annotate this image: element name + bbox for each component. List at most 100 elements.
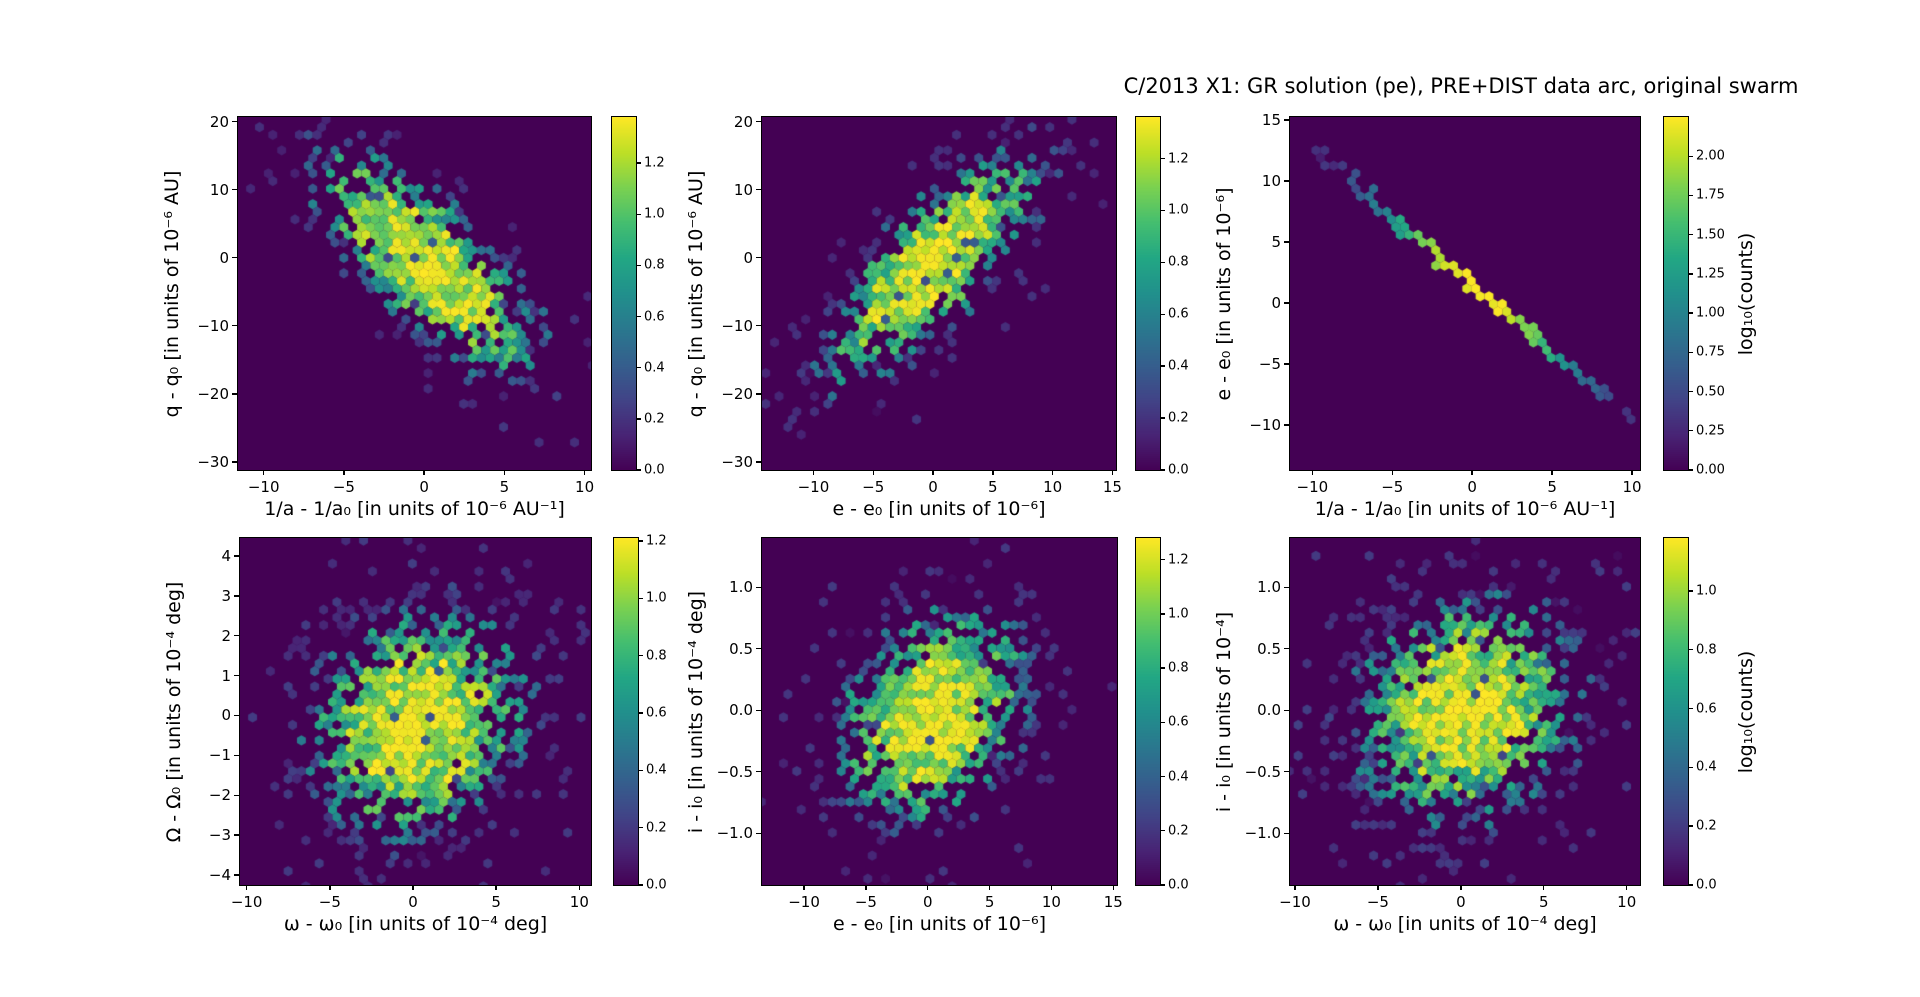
x-axis-label: e - e₀ [in units of 10⁻⁶]: [832, 913, 1047, 935]
x-tick-mark: [343, 470, 345, 475]
colorbar-tick-label: 0.4: [1168, 769, 1189, 785]
colorbar-tick-mark: [1160, 157, 1165, 160]
y-tick-mark: [756, 832, 761, 834]
x-tick-mark: [503, 470, 506, 475]
x-tick-label: −5: [1366, 893, 1389, 911]
y-tick-mark: [1284, 180, 1289, 182]
y-tick-mark: [232, 121, 237, 123]
colorbar-tick-label: 1.0: [1168, 202, 1189, 218]
y-tick-mark: [232, 325, 237, 327]
colorbar-tick-label: 1.75: [1696, 187, 1725, 203]
y-tick-label: −1.0: [716, 824, 753, 843]
y-tick-label: 20: [733, 112, 753, 131]
y-tick-mark: [234, 874, 239, 876]
colorbar-tick-label: 0.50: [1696, 384, 1725, 400]
y-tick-label: 20: [209, 112, 229, 131]
x-tick-mark: [988, 885, 991, 890]
y-tick-mark: [756, 393, 761, 395]
colorbar-tick-mark: [638, 540, 643, 542]
x-tick-label: −5: [854, 893, 877, 911]
colorbar-tick-mark: [636, 469, 641, 471]
colorbar-tick-mark: [1160, 667, 1165, 669]
colorbar-tick-mark: [1160, 469, 1165, 471]
x-tick-mark: [1050, 885, 1053, 890]
y-tick-mark: [756, 648, 761, 650]
colorbar-tick-mark: [1688, 707, 1693, 710]
x-tick-label: 0: [1467, 478, 1477, 496]
colorbar-tick-mark: [1160, 558, 1165, 561]
x-tick-label: 10: [1617, 893, 1637, 911]
colorbar-tick-label: 0.4: [1696, 759, 1717, 775]
colorbar-canvas: [1135, 537, 1161, 886]
y-tick-label: −30: [197, 452, 229, 471]
x-tick-mark: [495, 885, 497, 890]
x-tick-mark: [1311, 470, 1314, 475]
colorbar-tick-mark: [1688, 390, 1693, 393]
y-tick-label: −1: [208, 746, 231, 765]
y-tick-label: −10: [721, 316, 753, 335]
x-tick-label: 5: [1539, 893, 1549, 911]
colorbar-canvas: [1663, 537, 1689, 886]
x-tick-label: −10: [247, 478, 280, 496]
colorbar-tick-mark: [1160, 721, 1165, 724]
y-tick-label: 0.0: [729, 701, 753, 720]
x-tick-label: −5: [318, 893, 341, 911]
colorbar-tick-label: 0.8: [1168, 660, 1189, 676]
colorbar-tick-mark: [1688, 469, 1693, 471]
colorbar-tick-label: 0.0: [1168, 877, 1189, 893]
x-tick-mark: [1377, 885, 1379, 890]
hexbin-canvas: [1289, 537, 1641, 886]
colorbar-canvas: [1663, 116, 1689, 471]
colorbar-tick-mark: [638, 712, 643, 714]
colorbar-tick-mark: [1160, 261, 1165, 264]
y-tick-label: −20: [721, 384, 753, 403]
colorbar-tick-mark: [1160, 417, 1165, 419]
y-tick-mark: [1284, 424, 1289, 426]
subplot-e-vs-inva: e - e₀ [in units of 10⁻⁶] 1/a - 1/a₀ [in…: [1213, 111, 1757, 520]
subplot-Omega-vs-omega: Ω - Ω₀ [in units of 10⁻⁴ deg] ω - ω₀ [in…: [163, 533, 667, 935]
x-tick-mark: [927, 885, 929, 890]
y-tick-mark: [232, 189, 237, 191]
y-tick-mark: [1284, 119, 1289, 121]
y-tick-label: −1.0: [1244, 824, 1281, 843]
colorbar-tick-label: 2.00: [1696, 148, 1725, 164]
y-tick-mark: [232, 393, 237, 395]
y-tick-label: 10: [209, 180, 229, 199]
x-tick-label: 10: [575, 478, 595, 496]
y-tick-label: 4: [221, 546, 231, 565]
y-tick-label: −5: [1258, 354, 1281, 373]
x-tick-mark: [262, 470, 265, 475]
x-tick-mark: [865, 885, 867, 890]
y-tick-label: 0.5: [1257, 639, 1281, 658]
x-tick-label: −5: [332, 478, 355, 496]
y-tick-label: 15: [1261, 111, 1281, 130]
y-tick-mark: [756, 121, 761, 123]
colorbar-tick-label: 0.4: [1168, 358, 1189, 374]
y-tick-label: 0.0: [1257, 701, 1281, 720]
colorbar-tick-mark: [1688, 233, 1693, 236]
colorbar-tick-label: 1.0: [646, 590, 667, 606]
colorbar-tick-mark: [638, 826, 643, 829]
x-tick-label: −5: [1381, 478, 1404, 496]
x-tick-mark: [803, 885, 805, 890]
x-tick-label: 5: [1547, 478, 1557, 496]
y-tick-label: 0: [743, 248, 753, 267]
x-tick-mark: [932, 470, 934, 475]
colorbar-tick-mark: [1688, 155, 1693, 157]
y-axis-label: q - q₀ [in units of 10⁻⁶ AU]: [685, 170, 707, 417]
x-tick-label: 10: [1041, 893, 1061, 911]
x-tick-label: −10: [230, 893, 263, 911]
x-tick-mark: [578, 885, 581, 890]
colorbar-tick-label: 0.8: [646, 648, 667, 664]
y-tick-mark: [1284, 363, 1289, 365]
y-tick-label: 0: [1271, 293, 1281, 312]
x-tick-label: 10: [1043, 478, 1063, 496]
y-axis-label: i - i₀ [in units of 10⁻⁴]: [1213, 611, 1235, 812]
x-tick-label: 5: [491, 893, 501, 911]
y-tick-label: 2: [221, 626, 231, 645]
colorbar-tick-label: 0.0: [644, 462, 665, 478]
colorbar-tick-mark: [1160, 613, 1165, 615]
y-tick-mark: [234, 754, 239, 757]
y-tick-mark: [756, 771, 761, 773]
